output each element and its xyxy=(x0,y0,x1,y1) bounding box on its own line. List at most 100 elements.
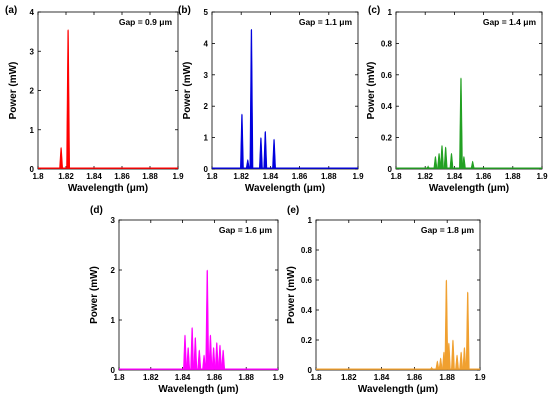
y-tick-label: 0.4 xyxy=(381,102,393,111)
x-tick-label: 1.82 xyxy=(143,373,159,382)
gap-annotation: Gap = 1.6 μm xyxy=(219,225,273,235)
spectral-peak xyxy=(221,349,226,370)
plot-frame xyxy=(118,219,279,371)
x-tick-label: 1.88 xyxy=(505,172,521,181)
y-tick-label: 0 xyxy=(308,366,313,375)
x-axis-label: Wavelength (μm) xyxy=(358,384,438,395)
x-tick-label: 1.8 xyxy=(32,172,44,181)
y-tick-label: 4 xyxy=(204,39,209,48)
y-tick-label: 1 xyxy=(204,134,209,143)
spectral-peak xyxy=(429,366,434,370)
plot-frame xyxy=(211,11,359,170)
y-tick-label: 2 xyxy=(111,266,116,275)
y-tick-label: 0 xyxy=(204,165,209,174)
spectral-peak xyxy=(462,347,467,370)
x-tick-label: 1.84 xyxy=(447,172,463,181)
spectral-peak xyxy=(205,269,210,370)
y-tick-label: 1 xyxy=(111,316,116,325)
chart-panel: 1.8 1.82 1.84 1.86 1.88 1.9 0 1 2 3 4 5 Wavelength (… xyxy=(178,5,364,194)
spectral-peak xyxy=(459,77,463,169)
y-tick-label: 0.6 xyxy=(301,276,313,285)
spectral-peak xyxy=(443,146,448,169)
spectral-peak xyxy=(426,165,430,169)
x-tick-label: 1.82 xyxy=(417,172,433,181)
spectral-peak xyxy=(433,156,438,169)
spectral-peak xyxy=(202,354,206,370)
spectral-peak xyxy=(440,145,444,169)
spectral-peak xyxy=(446,342,451,370)
y-axis-label: Power (mW) xyxy=(89,266,100,324)
x-tick-label: 1.8 xyxy=(113,373,125,382)
y-tick-label: 3 xyxy=(111,216,116,225)
x-tick-label: 1.9 xyxy=(536,172,548,181)
x-tick-label: 1.88 xyxy=(238,373,254,382)
x-tick-label: 1.88 xyxy=(142,172,158,181)
x-tick-label: 1.84 xyxy=(263,172,279,181)
x-tick-label: 1.84 xyxy=(86,172,102,181)
y-tick-label: 5 xyxy=(204,8,209,17)
y-tick-label: 3 xyxy=(30,47,35,56)
x-tick-label: 1.86 xyxy=(207,373,223,382)
x-axis-label: Wavelength (μm) xyxy=(245,183,325,194)
y-tick-label: 1 xyxy=(308,216,313,225)
spectral-peak xyxy=(218,344,222,370)
chart-panel: 1.8 1.82 1.84 1.86 1.88 1.9 0 0.2 0.4 0.6 0.8 1 Wave… xyxy=(366,5,548,194)
spectral-peak xyxy=(214,342,219,370)
gap-annotation: Gap = 0.9 μm xyxy=(119,17,173,27)
chart-panel: 1.8 1.82 1.84 1.86 1.88 1.9 0 1 2 3 4 Wavelength (μ… xyxy=(5,5,184,194)
spectral-peak xyxy=(259,137,263,169)
y-tick-label: 0.8 xyxy=(381,39,393,48)
y-tick-label: 4 xyxy=(30,8,35,17)
y-tick-label: 0.2 xyxy=(301,336,313,345)
y-axis-label: Power (mW) xyxy=(8,62,19,120)
x-tick-label: 1.9 xyxy=(352,172,364,181)
spectral-peak xyxy=(249,28,254,169)
spectral-peak xyxy=(197,349,202,370)
x-tick-label: 1.8 xyxy=(206,172,218,181)
y-tick-label: 0.6 xyxy=(381,71,393,80)
y-tick-label: 0.4 xyxy=(301,306,313,315)
x-tick-label: 1.8 xyxy=(390,172,402,181)
spectral-peak xyxy=(459,351,464,370)
spectral-peak xyxy=(437,153,441,169)
plot-frame xyxy=(395,11,543,170)
spectral-peak xyxy=(186,347,191,370)
panel-label: (d) xyxy=(90,205,103,216)
x-tick-label: 1.82 xyxy=(341,373,357,382)
x-tick-label: 1.9 xyxy=(272,373,284,382)
x-tick-label: 1.88 xyxy=(439,373,455,382)
spectral-peak xyxy=(59,147,63,169)
x-tick-label: 1.9 xyxy=(474,373,486,382)
plot-frame xyxy=(37,11,179,170)
x-axis-label: Wavelength (μm) xyxy=(158,384,238,395)
plot-frame xyxy=(315,219,481,371)
y-axis-label: Power (mW) xyxy=(182,62,193,120)
panel-label: (e) xyxy=(287,205,299,216)
spectral-peak xyxy=(240,113,244,169)
x-axis-label: Wavelength (μm) xyxy=(429,183,509,194)
y-tick-label: 2 xyxy=(204,102,209,111)
y-tick-label: 0 xyxy=(388,165,393,174)
panel-label: (a) xyxy=(5,5,17,16)
x-tick-label: 1.84 xyxy=(175,373,191,382)
x-tick-label: 1.8 xyxy=(310,373,322,382)
spectral-peak xyxy=(449,153,454,169)
chart-panel: 1.8 1.82 1.84 1.86 1.88 1.9 0 1 2 3 Wavelength (μm… xyxy=(89,205,284,395)
x-tick-label: 1.86 xyxy=(476,172,492,181)
y-tick-label: 3 xyxy=(204,71,209,80)
spectral-peak xyxy=(190,327,195,370)
x-tick-label: 1.86 xyxy=(114,172,130,181)
x-tick-label: 1.82 xyxy=(58,172,74,181)
y-axis-label: Power (mW) xyxy=(286,266,297,324)
spectral-peak xyxy=(183,334,187,370)
spectral-peak xyxy=(211,347,216,370)
spectral-peak xyxy=(465,291,470,370)
panel-label: (b) xyxy=(178,5,191,16)
y-tick-label: 2 xyxy=(30,87,35,96)
spectral-peak xyxy=(451,339,455,370)
chart-panel: 1.8 1.82 1.84 1.86 1.88 1.9 0 0.2 0.4 0.6 0.8 1 Wave… xyxy=(286,205,486,395)
x-axis-label: Wavelength (μm) xyxy=(68,183,148,194)
x-tick-label: 1.9 xyxy=(172,172,184,181)
spectral-peak xyxy=(193,337,198,370)
x-tick-label: 1.86 xyxy=(292,172,308,181)
